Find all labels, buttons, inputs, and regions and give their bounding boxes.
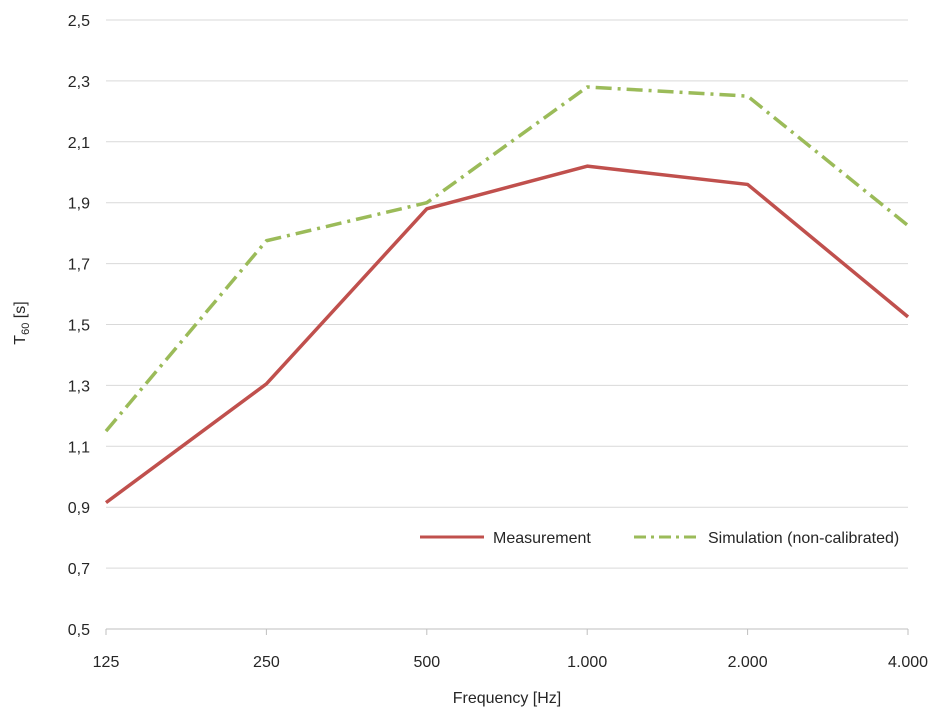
y-tick-label: 1,9 (68, 196, 90, 213)
y-axis-title-main: T (12, 335, 29, 345)
series-line-measurement (104, 164, 910, 505)
legend-label: Measurement (493, 530, 591, 547)
y-tick-label: 0,9 (68, 500, 90, 517)
y-tick-label: 2,1 (68, 135, 90, 152)
x-tick-label: 4.000 (888, 654, 928, 671)
x-tick-label: 2.000 (728, 654, 768, 671)
y-tick-label: 0,5 (68, 622, 90, 639)
y-axis-title-unit: [s] (12, 301, 29, 322)
x-tick-label: 1.000 (567, 654, 607, 671)
y-axis-title-subscript: 60 (20, 323, 32, 335)
y-tick-label: 1,7 (68, 257, 90, 274)
series-line-simulation (104, 85, 910, 433)
y-tick-label: 1,3 (68, 378, 90, 395)
x-tick-label: 500 (413, 654, 440, 671)
x-axis-title: Frequency [Hz] (453, 690, 561, 707)
legend: Measurement Simulation (non-calibrated) (385, 508, 930, 566)
legend-label: Simulation (non-calibrated) (708, 530, 899, 547)
gridlines (106, 19, 908, 569)
y-tick-label: 1,1 (68, 439, 90, 456)
x-tick-label: 250 (253, 654, 280, 671)
y-tick-label: 1,5 (68, 318, 90, 335)
x-axis-ticks: 125 250 500 1.000 2.000 4.000 (93, 654, 928, 671)
x-tick-label: 125 (93, 654, 120, 671)
y-tick-label: 2,5 (68, 13, 90, 30)
x-axis (105, 628, 909, 635)
y-tick-label: 2,3 (68, 74, 90, 91)
y-axis-ticks: 0,5 0,7 0,9 1,1 1,3 1,5 1,7 1,9 2,1 2,3 2,5 (68, 13, 90, 639)
series-lines (104, 85, 910, 505)
y-axis-title: T60 [s] (12, 301, 32, 344)
y-tick-label: 0,7 (68, 561, 90, 578)
